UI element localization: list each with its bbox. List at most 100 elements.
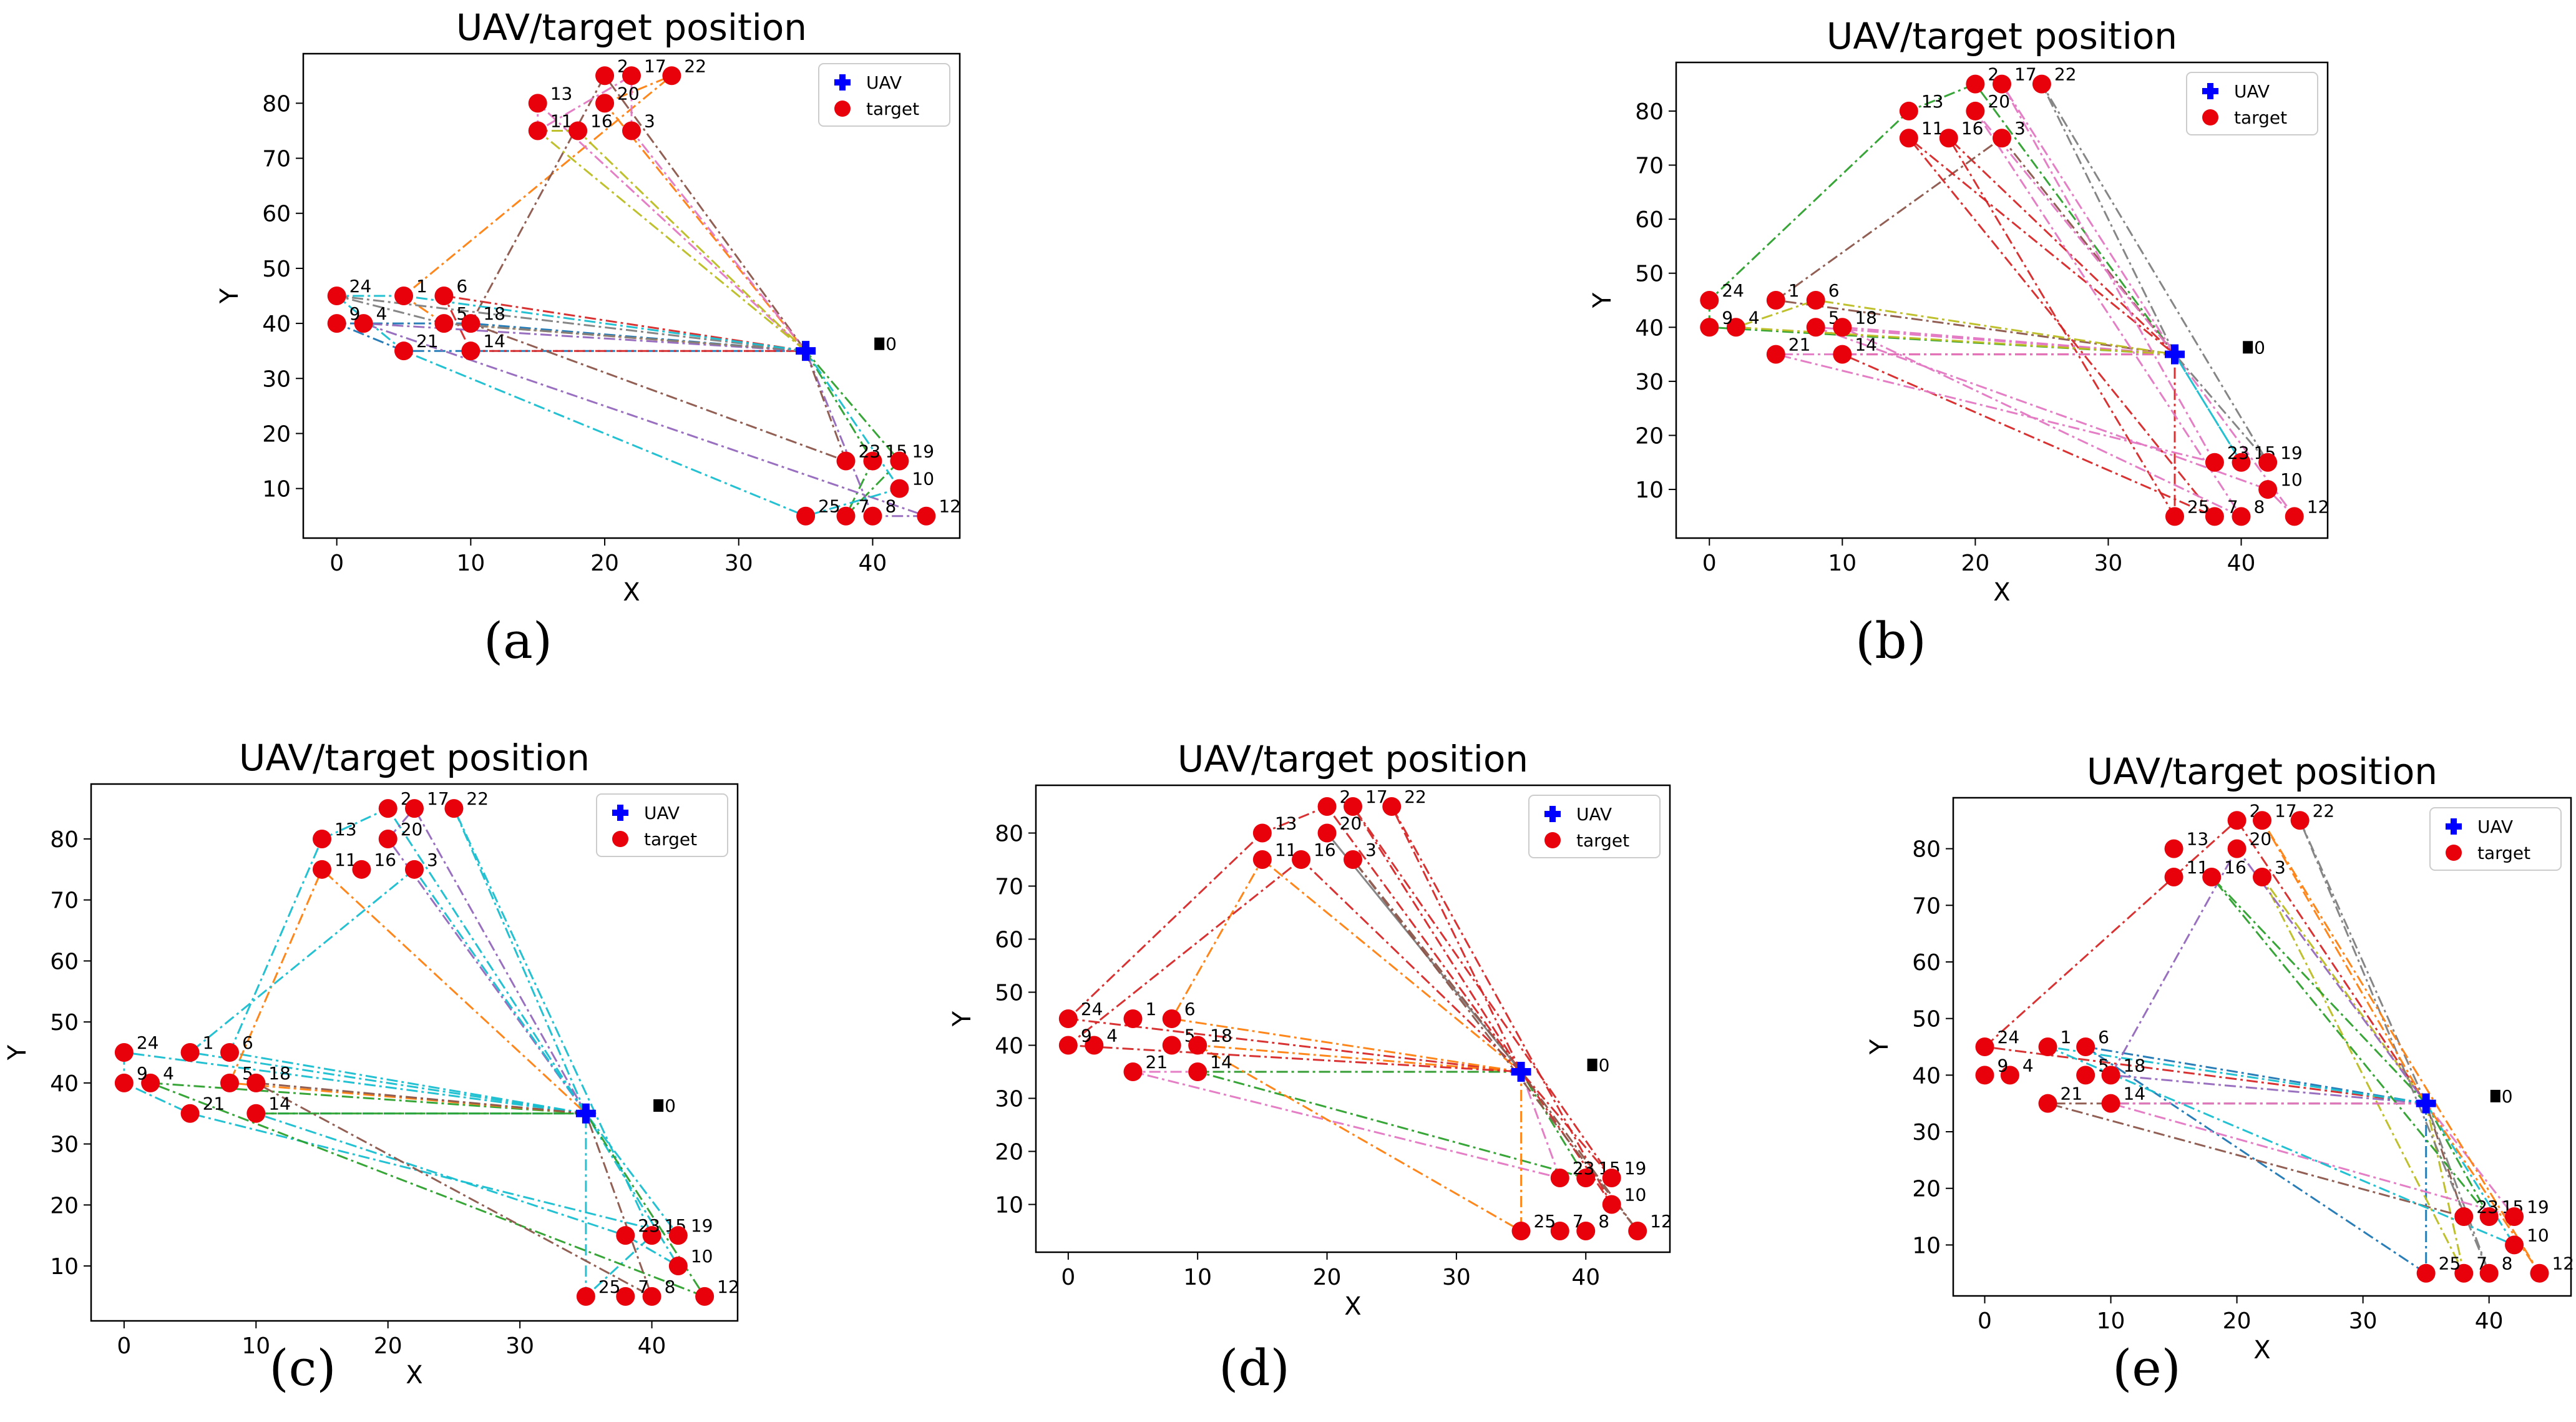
target-point — [1806, 291, 1825, 310]
uav-marker — [575, 1103, 596, 1124]
legend: UAV target — [818, 63, 950, 127]
x-tick-label: 30 — [2094, 551, 2123, 576]
target-point — [2505, 1235, 2524, 1255]
route-line — [2211, 876, 2491, 1217]
legend-target-icon — [834, 101, 851, 117]
route-line — [1773, 137, 2176, 356]
depot-marker — [1587, 1058, 1598, 1071]
target-label: 18 — [483, 303, 505, 324]
target-label: 1 — [416, 276, 427, 297]
x-tick-label: 30 — [505, 1333, 534, 1359]
target-label: 23 — [1573, 1158, 1595, 1179]
target-point — [1252, 850, 1272, 869]
target-label: 25 — [1534, 1211, 1556, 1232]
target-point — [1085, 1036, 1104, 1055]
target-point — [352, 860, 371, 879]
target-label: 9 — [1722, 307, 1733, 328]
caption-e: (e) — [2112, 1339, 2181, 1397]
target-label: 13 — [550, 83, 573, 104]
target-point — [1576, 1222, 1596, 1240]
target-point — [2253, 811, 2271, 830]
chart-title: UAV/target position — [1178, 738, 1528, 780]
target-point — [2205, 507, 2224, 526]
y-tick-label: 20 — [50, 1193, 79, 1219]
legend-uav-icon — [612, 805, 628, 821]
x-tick-label: 40 — [1571, 1265, 1600, 1290]
y-axis-label: Y — [1865, 1039, 1894, 1055]
target-label: 14 — [1210, 1052, 1232, 1072]
target-point — [1382, 797, 1402, 816]
target-point — [863, 506, 882, 526]
x-tick-label: 20 — [1961, 551, 1989, 576]
x-tick-label: 30 — [724, 551, 753, 576]
x-axis-label: X — [623, 578, 640, 607]
y-tick-label: 20 — [262, 421, 291, 447]
target-label: 9 — [1998, 1055, 2009, 1076]
depot-label: 0 — [1599, 1055, 1610, 1076]
target-point — [2202, 867, 2222, 886]
route-line — [1708, 82, 2176, 356]
axes-frame — [90, 783, 739, 1322]
x-tick-label: 10 — [456, 551, 485, 576]
target-point — [1975, 1066, 1994, 1085]
target-label: 24 — [137, 1032, 159, 1053]
x-tick-label: 10 — [1828, 551, 1856, 576]
target-point — [1252, 823, 1272, 843]
target-point — [1550, 1222, 1569, 1240]
target-point — [2227, 839, 2247, 858]
target-point — [568, 121, 588, 140]
y-tick-label: 40 — [995, 1034, 1023, 1059]
axes-frame — [1952, 797, 2572, 1297]
target-point — [2454, 1207, 2474, 1227]
target-point — [2290, 811, 2310, 830]
target-point — [1993, 129, 2011, 148]
legend-uav-label: UAV — [1576, 804, 1612, 825]
caption-a: (a) — [483, 612, 553, 670]
target-label: 13 — [1275, 813, 1297, 834]
target-label: 12 — [1650, 1211, 1672, 1232]
target-label: 4 — [2022, 1055, 2034, 1076]
depot-label: 0 — [886, 334, 897, 355]
x-tick-label: 40 — [638, 1333, 666, 1359]
target-label: 17 — [644, 56, 666, 76]
x-tick-label: 0 — [329, 551, 344, 576]
chart-title: UAV/target position — [1827, 15, 2177, 57]
x-tick-label: 0 — [1061, 1265, 1075, 1290]
y-tick-label: 50 — [50, 1010, 79, 1036]
legend-target-icon — [612, 831, 628, 847]
legend-target-label: target — [644, 829, 697, 850]
target-label: 10 — [2527, 1225, 2549, 1245]
y-tick-label: 70 — [1635, 154, 1664, 179]
target-point — [1317, 823, 1337, 843]
y-tick-label: 70 — [1912, 893, 1941, 919]
x-tick-label: 0 — [117, 1333, 131, 1359]
target-label: 23 — [2227, 443, 2250, 463]
y-tick-label: 60 — [262, 202, 291, 227]
target-label: 8 — [885, 496, 896, 517]
y-axis-label: Y — [3, 1044, 32, 1061]
uav-marker — [796, 341, 816, 361]
target-label: 13 — [2187, 829, 2209, 850]
target-label: 14 — [483, 331, 505, 351]
target-label: 22 — [466, 788, 489, 809]
y-tick-label: 60 — [50, 949, 79, 974]
route-line — [1133, 1071, 1562, 1180]
target-label: 19 — [1624, 1158, 1647, 1179]
target-label: 25 — [818, 496, 841, 517]
target-point — [246, 1073, 266, 1092]
target-point — [1700, 318, 1719, 337]
target-label: 1 — [1146, 999, 1157, 1019]
target-label: 9 — [137, 1063, 148, 1084]
route-line — [2109, 846, 2427, 1105]
y-axis-label: Y — [1588, 292, 1617, 308]
target-point — [1939, 129, 1958, 148]
target-point — [327, 314, 346, 333]
target-label: 1 — [2061, 1027, 2072, 1047]
legend-target-icon — [2446, 845, 2462, 861]
target-point — [1966, 101, 1985, 120]
target-label: 13 — [334, 819, 357, 840]
y-tick-label: 80 — [262, 91, 291, 117]
depot-marker — [653, 1099, 664, 1112]
target-label: 6 — [456, 276, 467, 297]
